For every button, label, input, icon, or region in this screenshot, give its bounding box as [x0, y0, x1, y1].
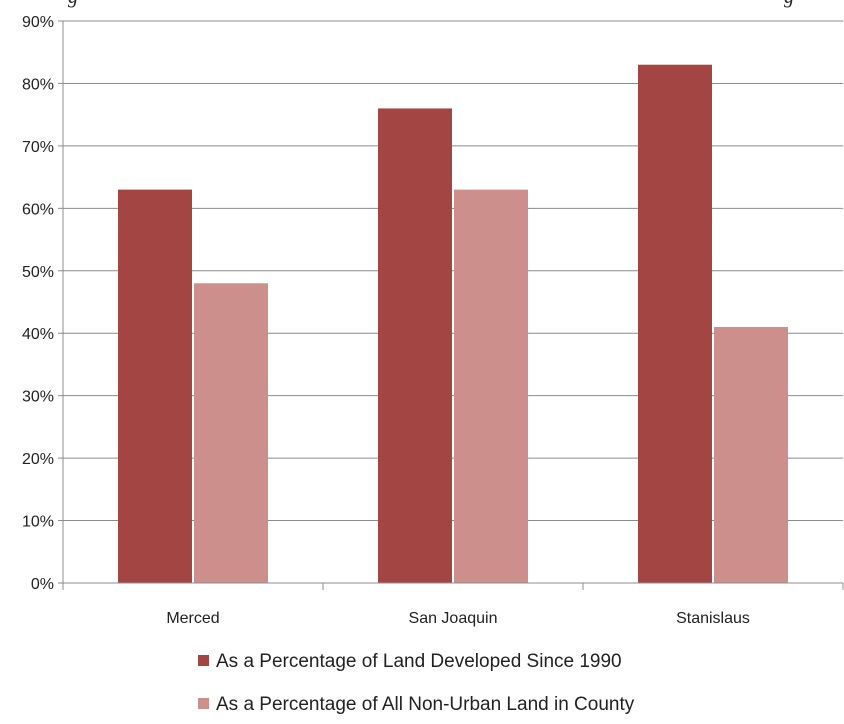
bars	[118, 64, 788, 583]
bar-2	[454, 189, 528, 583]
bar-2	[714, 326, 788, 583]
bar-1	[118, 189, 192, 583]
axes: 0% 10% 20% 30% 40% 50% 60% 70% 80% 90% Merced San J…	[22, 14, 844, 627]
y-tick-label: 60%	[22, 201, 54, 218]
y-tick-label: 20%	[22, 451, 54, 468]
legend-swatch	[198, 698, 209, 709]
legend-label: As a Percentage of Land Developed Since …	[216, 651, 622, 672]
legend-label: As a Percentage of All Non-Urban Land in…	[216, 694, 635, 715]
bar-2	[194, 283, 268, 583]
y-tick-label: 30%	[22, 389, 54, 406]
y-tick-label: 50%	[22, 264, 54, 281]
legend-swatch	[198, 655, 209, 666]
y-tick-label: 80%	[22, 76, 54, 93]
legend: As a Percentage of Land Developed Since …	[198, 651, 635, 715]
y-tick-label: 90%	[22, 14, 54, 31]
bar-1	[378, 108, 452, 583]
bar-1	[638, 64, 712, 583]
y-tick-label: 0%	[31, 576, 54, 593]
x-tick-label: Stanislaus	[676, 610, 750, 627]
clipped-caption-fragment-right: g	[784, 0, 794, 9]
x-tick-label: Merced	[166, 610, 219, 627]
clipped-caption-fragment-left: g	[68, 0, 78, 9]
gridlines	[63, 20, 843, 522]
x-tick-label: San Joaquin	[409, 610, 498, 627]
y-tick-label: 10%	[22, 514, 54, 531]
y-tick-label: 70%	[22, 139, 54, 156]
y-tick-label: 40%	[22, 326, 54, 343]
